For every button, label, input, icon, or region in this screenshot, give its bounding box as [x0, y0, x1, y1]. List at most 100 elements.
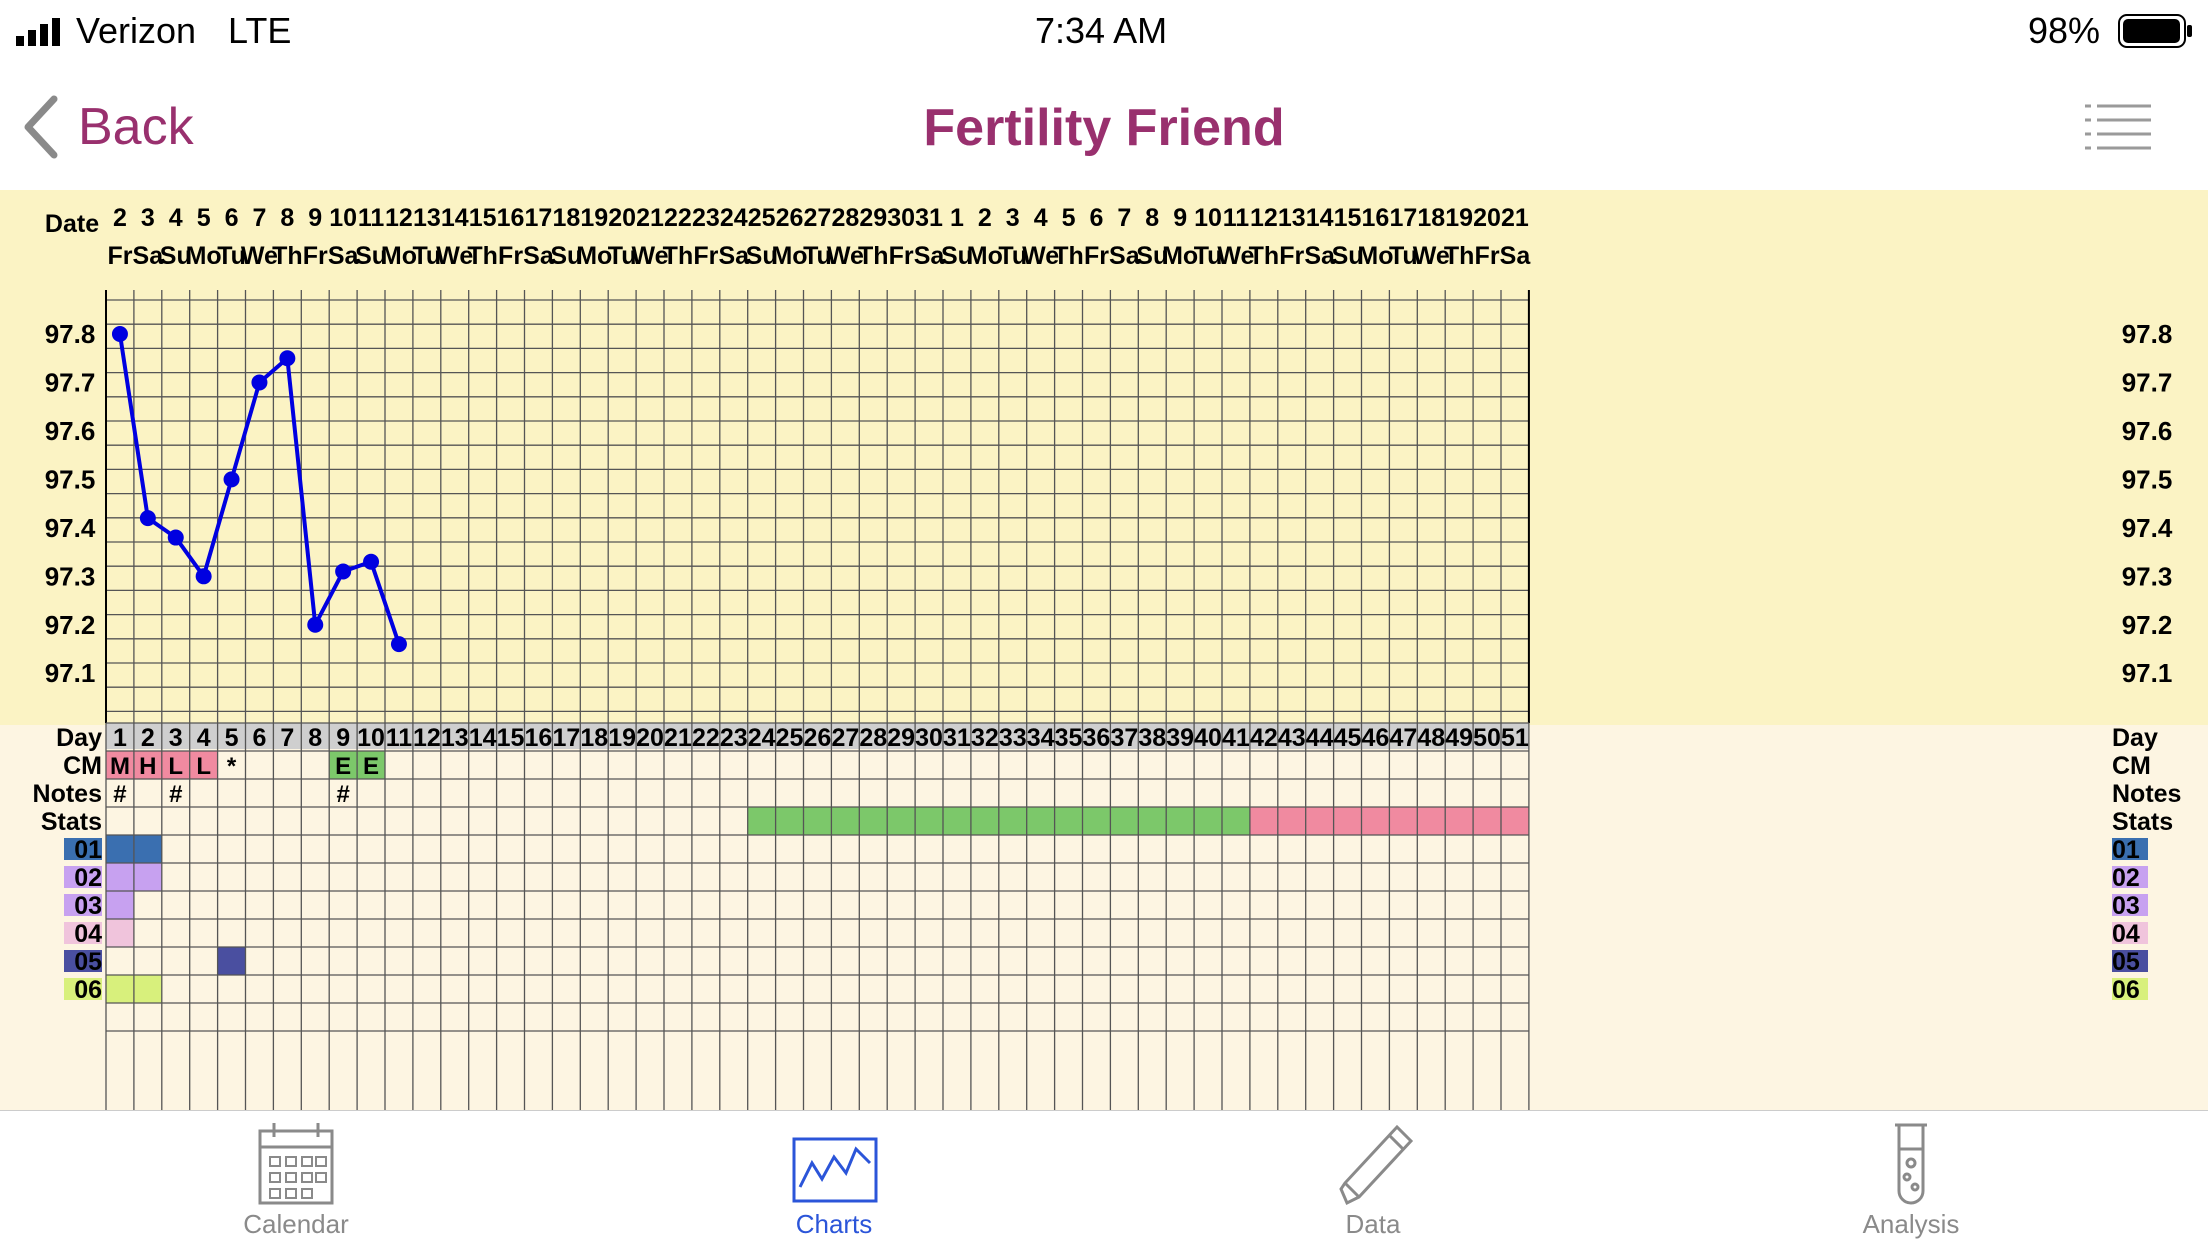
temperature-point[interactable] [223, 471, 240, 488]
date-label: 12 [385, 204, 413, 232]
cycle-day-label: 50 [1473, 724, 1501, 752]
cm-value[interactable]: E [335, 753, 351, 780]
cycle-day-label: 8 [308, 724, 322, 752]
cycle-day-label: 22 [692, 724, 720, 752]
cycle-day-label: 20 [636, 724, 664, 752]
chart-line-icon [792, 1137, 878, 1203]
weekday-label: Sa [523, 242, 555, 270]
temperature-point[interactable] [390, 636, 407, 653]
code-row-swatch [2112, 922, 2148, 944]
date-label: 13 [1278, 204, 1306, 232]
battery-icon [2118, 14, 2192, 48]
list-menu-icon[interactable] [2085, 102, 2153, 152]
cycle-day-label: 41 [1222, 724, 1250, 752]
date-label: 5 [1062, 204, 1076, 232]
temperature-point[interactable] [335, 563, 352, 580]
cm-value[interactable]: L [196, 753, 211, 780]
cycle-day-label: 5 [225, 724, 239, 752]
cycle-day-label: 47 [1389, 724, 1417, 752]
temperature-point[interactable] [139, 510, 156, 527]
tab-charts[interactable]: Charts [724, 1111, 944, 1243]
weekday-label: Th [1444, 242, 1475, 270]
cycle-day-label: 49 [1445, 724, 1473, 752]
cycle-day-label: 12 [413, 724, 441, 752]
code-row-swatch [64, 950, 102, 972]
date-label: 26 [776, 204, 804, 232]
date-label: 11 [1223, 204, 1250, 232]
weekday-label: Su [355, 242, 387, 270]
code-row-swatch [2112, 894, 2148, 916]
cycle-day-label: 40 [1194, 724, 1222, 752]
date-label: 3 [1006, 204, 1020, 232]
date-label: 7 [1117, 204, 1131, 232]
weekday-label: Sa [1500, 242, 1532, 270]
note-marker[interactable]: # [336, 781, 349, 808]
temp-tick-label-right: 97.4 [2122, 513, 2173, 543]
temp-tick-label-left: 97.5 [45, 464, 96, 494]
cm-value[interactable]: H [139, 753, 156, 780]
fertility-chart[interactable]: Date 2 Fr 3 Sa 4 Su 5 Mo 6 Tu 7 We 8 Th 9 Fr 10 Sa 11 Su 12 Mo… [0, 190, 2208, 1110]
weekday-label: Th [1249, 242, 1280, 270]
note-marker[interactable]: # [169, 781, 182, 808]
date-label: 15 [469, 204, 497, 232]
temperature-point[interactable] [307, 616, 324, 633]
cycle-day-label: 13 [441, 724, 469, 752]
stats-row-label: Stats [41, 808, 102, 836]
cycle-day-label: 25 [776, 724, 804, 752]
cm-value[interactable]: L [168, 753, 183, 780]
cycle-day-label: 27 [831, 724, 859, 752]
tab-label-data: Data [1345, 1209, 1401, 1239]
weekday-label: Su [1136, 242, 1168, 270]
temperature-point[interactable] [363, 553, 380, 570]
temperature-point[interactable] [111, 326, 128, 342]
tab-data[interactable]: Data [1263, 1111, 1483, 1243]
cycle-day-label: 1 [113, 724, 127, 752]
weekday-label: Mo [186, 242, 222, 270]
weekday-label: Tu [413, 242, 442, 270]
weekday-label: Fr [107, 242, 132, 270]
carrier-name: Verizon [76, 10, 197, 51]
cycle-day-label: 24 [748, 724, 776, 752]
temperature-point[interactable] [195, 568, 212, 585]
code-row-label: 05 [74, 948, 102, 976]
cm-cell [161, 751, 190, 779]
cycle-day-label: 29 [887, 724, 915, 752]
tab-analysis[interactable]: Analysis [1801, 1111, 2021, 1243]
chart-svg: Date 2Fr3Sa4Su5Mo6Tu7We8Th9Fr10Sa11Su12Mo… [0, 190, 2208, 1110]
cm-value[interactable]: * [227, 753, 237, 780]
weekday-label: We [1217, 242, 1254, 270]
weekday-label: Sa [718, 242, 750, 270]
temperature-point[interactable] [167, 529, 184, 546]
temperature-point[interactable] [279, 350, 296, 367]
code-cell [106, 975, 134, 1003]
weekday-label: Th [663, 242, 694, 270]
code-row-label: 01 [74, 836, 102, 864]
date-label: 7 [252, 204, 266, 232]
tab-label-analysis: Analysis [1862, 1209, 1960, 1239]
back-button[interactable]: Back [20, 92, 194, 162]
weekday-label: Th [272, 242, 303, 270]
weekday-label: Mo [1357, 242, 1393, 270]
date-label: 30 [887, 204, 915, 232]
note-marker[interactable]: # [113, 781, 126, 808]
tab-calendar[interactable]: Calendar [186, 1111, 406, 1243]
weekday-label: We [436, 242, 473, 270]
calendar-icon [258, 1123, 334, 1205]
weekday-label: Fr [693, 242, 718, 270]
date-label: 6 [1089, 204, 1103, 232]
date-label: 9 [308, 204, 322, 232]
cm-value[interactable]: M [110, 753, 130, 780]
date-label: 23 [692, 204, 720, 232]
cycle-day-label: 33 [999, 724, 1027, 752]
cm-value[interactable]: E [363, 753, 379, 780]
weekday-label: Sa [1304, 242, 1336, 270]
network-type: LTE [228, 10, 292, 51]
weekday-label: Fr [1084, 242, 1109, 270]
temp-tick-label-right: 97.5 [2122, 464, 2173, 494]
temp-tick-label-left: 97.1 [45, 658, 96, 688]
cycle-day-label: 15 [497, 724, 525, 752]
weekday-label: Th [1053, 242, 1084, 270]
weekday-label: We [632, 242, 669, 270]
date-label: 2 [113, 204, 127, 232]
temperature-point[interactable] [251, 374, 268, 391]
